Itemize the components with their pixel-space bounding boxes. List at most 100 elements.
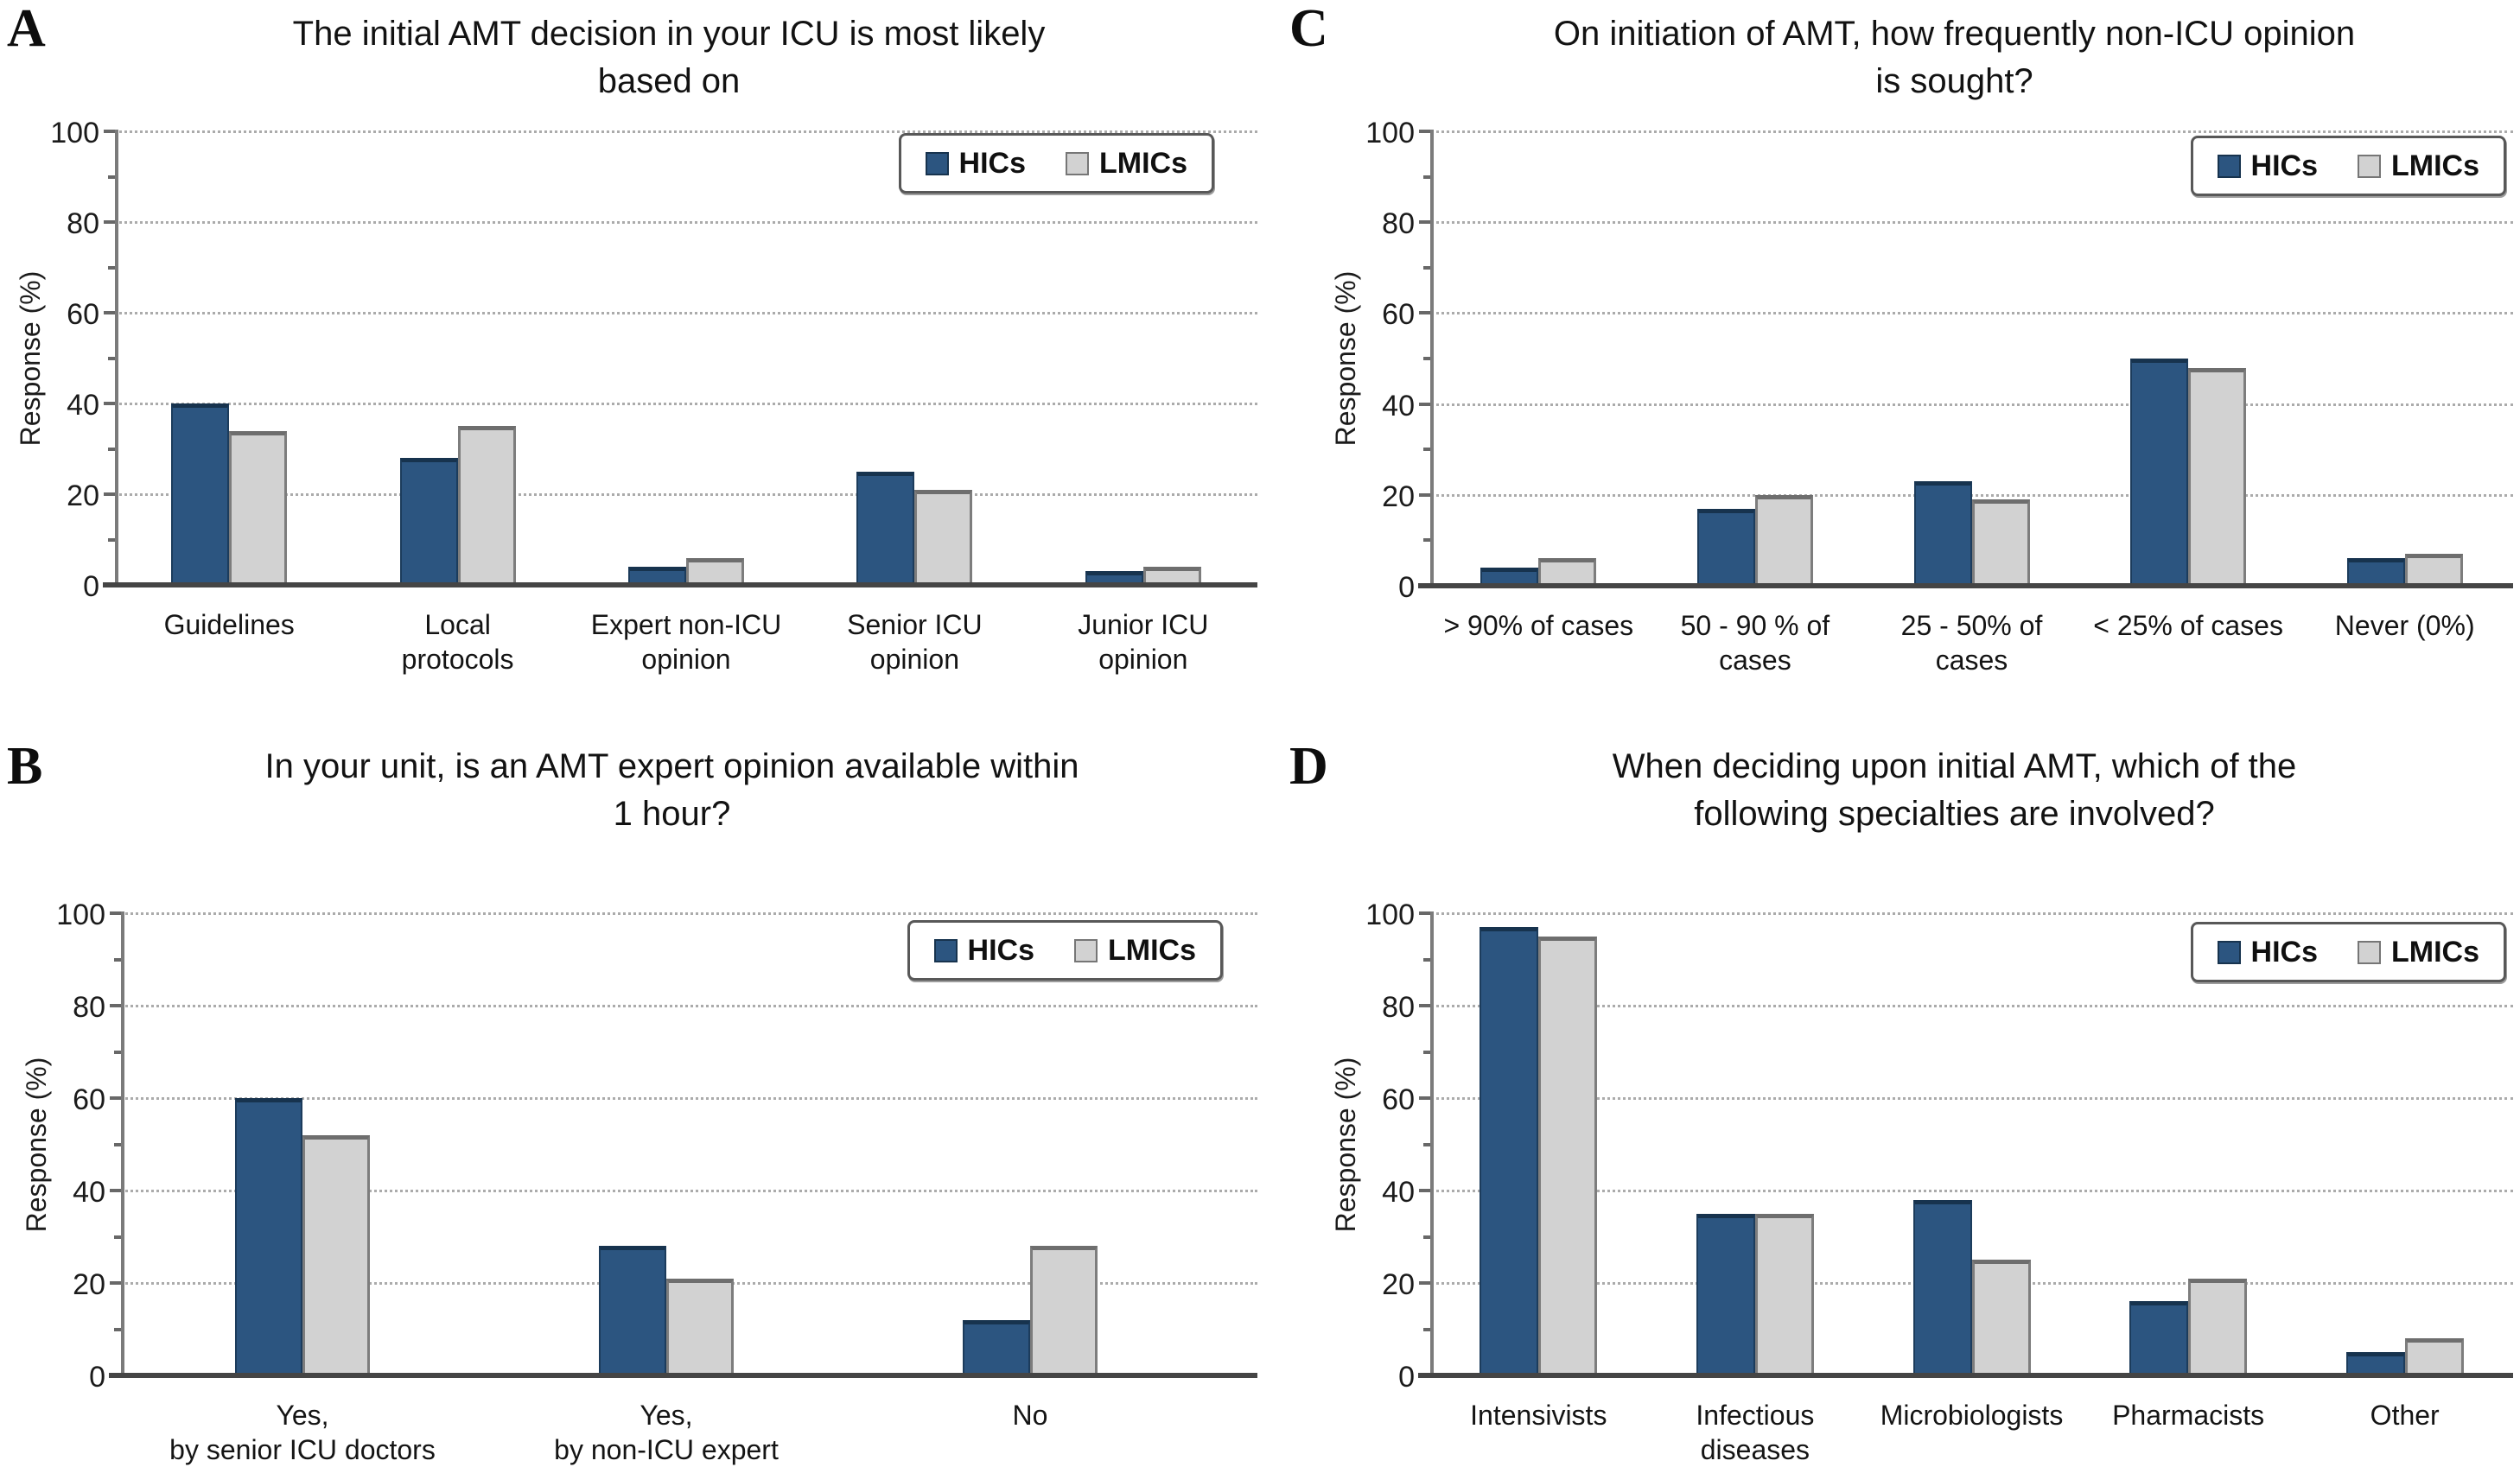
y-tick-label-0: 0 <box>1398 1361 1415 1394</box>
y-tick-label-60: 60 <box>1382 1083 1415 1116</box>
gridline-80 <box>121 1005 1257 1007</box>
y-tick-minor-90 <box>1423 957 1430 962</box>
legend-item-hics: HICs <box>2217 936 2318 968</box>
bar-lmics-1 <box>666 1278 734 1375</box>
category-label-d-0: Intensivists <box>1470 1400 1607 1431</box>
bar-hics-4 <box>2345 1352 2405 1375</box>
y-tick-label-100: 100 <box>56 899 105 931</box>
y-tick-major-100 <box>1419 130 1430 133</box>
gridline-60 <box>1430 1097 2513 1100</box>
plot-area-a: 0 20 40 60 80 100 HICs LMICs <box>50 118 1257 601</box>
legend-label-lmics: LMICs <box>1099 147 1187 180</box>
panel-letter-c: C <box>1289 0 1328 58</box>
x-axis-baseline-c <box>1418 583 2513 588</box>
y-tick-label-0: 0 <box>89 1361 105 1394</box>
category-label-a-0: Guidelines <box>163 609 295 640</box>
bar-lmics-2 <box>686 557 744 585</box>
y-tick-major-100 <box>1419 911 1430 915</box>
y-tick-minor-50 <box>1423 1142 1430 1146</box>
bar-hics-4 <box>2346 558 2405 586</box>
legend-label-hics: HICs <box>2250 936 2318 968</box>
bar-lmics-2 <box>1030 1246 1098 1375</box>
y-tick-label-80: 80 <box>73 991 105 1024</box>
panel-title-d: When deciding upon initial AMT, which of… <box>1612 747 2297 834</box>
bar-hics-1 <box>399 458 458 585</box>
y-tick-major-40 <box>1419 402 1430 406</box>
bar-hics-3 <box>856 471 915 585</box>
y-tick-label-0: 0 <box>83 570 99 603</box>
gridline-20 <box>115 493 1257 496</box>
y-tick-minor-30 <box>1423 448 1430 452</box>
plot-area-d: 0 20 40 60 80 100 HICs LMICs <box>1365 900 2513 1392</box>
y-tick-minor-90 <box>108 175 115 179</box>
y-axis-line-a <box>115 130 118 585</box>
y-tick-label-20: 20 <box>67 479 99 512</box>
legend-a: HICs LMICs <box>898 133 1214 194</box>
category-label-c-4: Never (0%) <box>2334 610 2475 641</box>
category-label-b-1: Yes, by non-ICU expert <box>554 1400 779 1465</box>
y-tick-label-20: 20 <box>1382 479 1415 513</box>
y-tick-label-40: 40 <box>1382 389 1415 422</box>
y-tick-major-40 <box>1419 1189 1430 1192</box>
y-tick-label-40: 40 <box>67 389 99 422</box>
panel-title-c: On initiation of AMT, how frequently non… <box>1553 15 2356 101</box>
y-tick-minor-10 <box>108 537 115 542</box>
legend-swatch-lmics-icon <box>2358 940 2381 964</box>
bar-hics-1 <box>1696 508 1755 586</box>
category-label-d-3: Pharmacists <box>2112 1400 2265 1431</box>
y-tick-major-60 <box>1419 1096 1430 1100</box>
bar-lmics-1 <box>1754 494 1813 586</box>
y-axis-line-c <box>1430 130 1434 586</box>
legend-c: HICs LMICs <box>2190 136 2506 196</box>
y-tick-major-100 <box>104 130 115 133</box>
legend-item-hics: HICs <box>2217 151 2318 181</box>
y-tick-label-60: 60 <box>73 1083 105 1116</box>
gridline-40 <box>1430 403 2513 406</box>
category-label-a-4: Junior ICU opinion <box>1078 609 1209 675</box>
y-tick-minor-70 <box>1423 1050 1430 1054</box>
y-tick-label-60: 60 <box>1382 298 1415 332</box>
bar-lmics-3 <box>2188 367 2247 586</box>
y-tick-minor-10 <box>1423 1327 1430 1331</box>
bar-hics-0 <box>235 1098 302 1375</box>
y-tick-major-100 <box>110 911 121 915</box>
bar-hics-0 <box>171 403 230 585</box>
bar-lmics-0 <box>1538 936 1598 1375</box>
y-tick-major-40 <box>104 402 115 405</box>
panel-a: A The initial AMT decision in your ICU is… <box>0 0 1270 733</box>
gridline-20 <box>1430 493 2513 497</box>
bar-lmics-1 <box>1754 1213 1814 1375</box>
y-tick-label-0: 0 <box>1398 571 1415 604</box>
y-tick-minor-90 <box>114 957 121 962</box>
legend-b: HICs LMICs <box>907 920 1223 981</box>
bar-lmics-4 <box>2404 1338 2464 1375</box>
legend-swatch-lmics-icon <box>1074 938 1098 962</box>
panel-letter-d: D <box>1289 737 1328 796</box>
bar-lmics-0 <box>1538 558 1597 586</box>
legend-label-hics: HICs <box>967 934 1034 967</box>
legend-item-hics: HICs <box>925 149 1026 178</box>
y-tick-minor-70 <box>114 1050 121 1054</box>
bar-lmics-3 <box>914 489 973 585</box>
category-label-c-2: 25 - 50% of cases <box>1900 610 2043 676</box>
gridline-60 <box>121 1097 1257 1100</box>
bar-hics-3 <box>2130 359 2189 586</box>
legend-item-lmics: LMICs <box>1074 936 1196 965</box>
category-label-c-0: > 90% of cases <box>1443 610 1634 641</box>
legend-swatch-lmics-icon <box>1066 151 1089 175</box>
gridline-100 <box>115 130 1257 133</box>
bar-hics-1 <box>1696 1213 1755 1375</box>
category-label-c-3: < 25% of cases <box>2093 610 2283 641</box>
category-label-b-2: No <box>1012 1400 1048 1431</box>
bar-lmics-0 <box>229 430 288 585</box>
category-label-c-1: 50 - 90 % of cases <box>1680 610 1830 676</box>
y-tick-major-20 <box>110 1281 121 1285</box>
gridline-100 <box>1430 130 2513 133</box>
bar-hics-0 <box>1480 927 1539 1375</box>
bar-hics-2 <box>963 1319 1030 1375</box>
y-tick-major-60 <box>1419 311 1430 315</box>
y-tick-minor-70 <box>1423 265 1430 270</box>
y-tick-major-20 <box>1419 1281 1430 1285</box>
y-tick-label-80: 80 <box>67 207 99 240</box>
panel-c: C On initiation of AMT, how frequently no… <box>1270 0 2520 733</box>
